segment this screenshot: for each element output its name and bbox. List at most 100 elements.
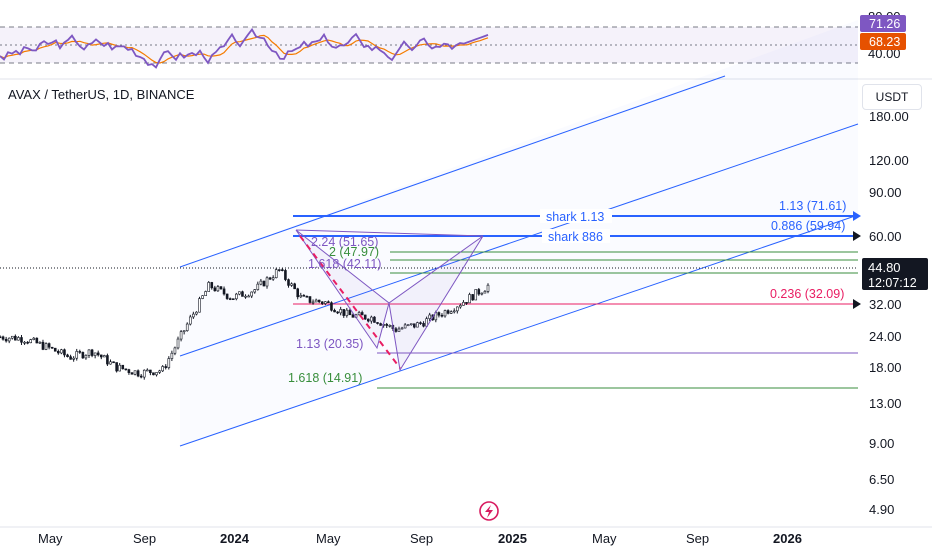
current-price-badge xyxy=(862,258,928,290)
candle-body xyxy=(109,361,112,365)
candle-body xyxy=(66,354,69,358)
candle-body xyxy=(44,343,48,350)
price-tick: 13.00 xyxy=(869,396,902,411)
candle-body xyxy=(32,337,36,340)
price-tick: 9.00 xyxy=(869,436,894,451)
symbol-title[interactable]: AVAX / TetherUS, 1D, BINANCE xyxy=(8,87,195,102)
candle-body xyxy=(53,347,57,352)
price-tick: 60.00 xyxy=(869,229,902,244)
price-tick: 180.00 xyxy=(869,109,909,124)
candle-body xyxy=(216,286,220,292)
candle-body xyxy=(468,294,471,304)
candle-body xyxy=(204,291,207,296)
candle-body xyxy=(277,269,281,271)
time-label: Sep xyxy=(133,531,156,546)
candle-body xyxy=(179,331,183,340)
candle-body xyxy=(403,324,407,329)
channel-lower-line xyxy=(179,214,859,447)
candle-body xyxy=(139,375,143,378)
candle-body xyxy=(170,352,174,359)
candle-body xyxy=(63,349,66,356)
price-scale[interactable]: 180.00 120.00 90.00 60.00 32.00 24.00 18… xyxy=(853,109,928,517)
price-tick: 32.00 xyxy=(869,297,902,312)
price-tick: 4.90 xyxy=(869,502,894,517)
candle-body xyxy=(449,311,453,314)
fib-1618-top-label: 1.618 (42.11) xyxy=(308,257,381,271)
candle-body xyxy=(462,302,465,306)
channel-upper-line xyxy=(179,75,726,268)
rsi-value-badge xyxy=(860,15,906,32)
candle-body xyxy=(376,322,379,324)
candle-body xyxy=(308,296,312,303)
candle-body xyxy=(357,312,361,316)
candle-body xyxy=(428,314,431,319)
fib-0236-label: 0.236 (32.09) xyxy=(770,287,844,301)
candle-body xyxy=(38,341,42,344)
rsi-ma-text: 68.23 xyxy=(869,35,900,49)
candle-body xyxy=(250,291,253,297)
candle-body xyxy=(84,355,88,359)
candle-body xyxy=(210,282,214,289)
regression-channel xyxy=(179,75,859,447)
time-label: May xyxy=(592,531,617,546)
candle-body xyxy=(158,370,161,373)
candle-body xyxy=(35,337,39,344)
time-axis[interactable]: May Sep 2024 May Sep 2025 May Sep 2026 xyxy=(38,531,802,546)
candle-body xyxy=(262,280,266,287)
candle-body xyxy=(456,306,459,312)
candle-body xyxy=(388,324,392,327)
candle-body xyxy=(161,366,164,372)
event-marker[interactable] xyxy=(479,501,499,521)
candle-body xyxy=(290,283,293,286)
candle-body xyxy=(333,309,336,313)
price-candles xyxy=(0,267,490,380)
candle-body xyxy=(397,328,401,332)
candle-body xyxy=(471,294,474,301)
candle-body xyxy=(14,335,17,341)
candle-body xyxy=(23,341,26,344)
candle-body xyxy=(400,327,404,330)
currency-selector[interactable]: USDT xyxy=(862,84,922,110)
candle-body xyxy=(238,291,241,295)
candle-body xyxy=(20,337,23,343)
candle-body xyxy=(133,370,137,375)
candle-body xyxy=(446,310,450,314)
candle-body xyxy=(81,352,85,359)
time-label: Sep xyxy=(686,531,709,546)
candle-body xyxy=(207,282,211,292)
channel-fill xyxy=(180,20,858,446)
time-label: 2026 xyxy=(773,531,802,546)
candle-body xyxy=(50,346,54,349)
candle-body xyxy=(465,302,468,304)
shark-886-label-bg xyxy=(542,229,610,243)
candle-body xyxy=(90,349,94,356)
candle-body xyxy=(281,269,284,271)
candle-body xyxy=(302,295,306,297)
candle-body xyxy=(483,291,487,294)
candle-body xyxy=(409,323,413,326)
candle-body xyxy=(103,355,106,358)
shark-113-label: shark 1.13 xyxy=(546,210,604,224)
candle-body xyxy=(339,309,342,314)
fib-1618-low-label: 1.618 (14.91) xyxy=(288,371,362,385)
candle-body xyxy=(235,293,238,300)
candle-body xyxy=(225,293,229,299)
candle-body xyxy=(26,341,29,344)
time-label: May xyxy=(38,531,63,546)
time-label: 2025 xyxy=(498,531,527,546)
candle-body xyxy=(406,324,410,326)
candle-body xyxy=(96,352,100,356)
candle-body xyxy=(486,284,490,292)
candle-body xyxy=(314,299,318,303)
candle-body xyxy=(118,364,121,372)
candle-body xyxy=(348,309,352,316)
candle-body xyxy=(296,288,300,298)
candle-body xyxy=(149,369,152,374)
candle-body xyxy=(167,358,171,368)
candle-body xyxy=(195,311,198,315)
candle-body xyxy=(7,337,11,342)
candle-body xyxy=(480,292,484,295)
candle-body xyxy=(474,289,478,301)
candle-body xyxy=(268,277,272,280)
